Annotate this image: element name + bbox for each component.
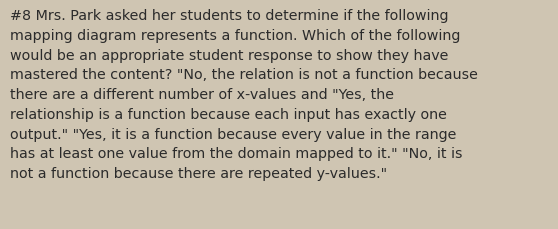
Text: #8 Mrs. Park asked her students to determine if the following
mapping diagram re: #8 Mrs. Park asked her students to deter… — [10, 9, 478, 180]
